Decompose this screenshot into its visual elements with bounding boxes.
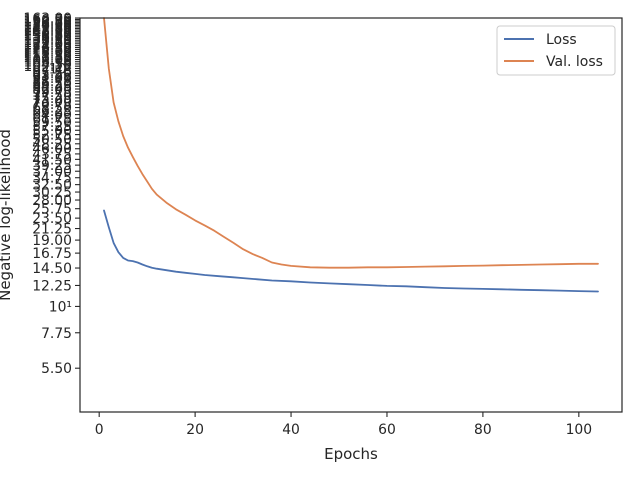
- y-tick-label: 57.25: [32, 119, 72, 135]
- y-tick-label: 25.75: [32, 202, 72, 218]
- y-tick-label: 37.00: [32, 164, 72, 180]
- y-tick-label: 64.00: [32, 108, 72, 124]
- y-tick-label: 14.50: [32, 261, 72, 277]
- y-tick-label: 43.75: [32, 147, 72, 163]
- y-tick-label: 75.25: [32, 91, 72, 107]
- y-tick-label: 32.50: [32, 178, 72, 194]
- y-tick-label: 118.00: [23, 44, 72, 60]
- y-tick-label: 10¹: [49, 299, 72, 315]
- y-tick-label: 84.25: [32, 79, 72, 95]
- y-tick-label: 48.25: [32, 137, 72, 153]
- y-tick-label: 77.50: [32, 88, 72, 104]
- plot-frame: [79, 17, 623, 413]
- series-line-loss: [103, 209, 599, 293]
- y-tick-label: 131.50: [23, 33, 72, 49]
- y-tick-label: 21.25: [32, 222, 72, 238]
- y-tick-label: 97.75: [32, 64, 72, 80]
- y-tick-label: 68.50: [32, 101, 72, 117]
- y-tick-label: 12.25: [32, 278, 72, 294]
- y-tick-label: 55.00: [32, 123, 72, 139]
- y-tick-label: 163.00: [23, 11, 72, 27]
- x-tick-label: 20: [186, 422, 204, 438]
- y-tick-label: 23.50: [32, 211, 72, 227]
- y-tick-label: 46.00: [32, 142, 72, 158]
- y-tick-label: 140.50: [23, 26, 72, 42]
- y-tick-label: 86.50: [32, 76, 72, 92]
- y-tick-label: 10²: [49, 61, 72, 77]
- x-tick-label: 40: [282, 422, 300, 438]
- y-axis-title: Negative log-likelihood: [0, 129, 14, 301]
- y-tick-label: 133.75: [23, 31, 72, 47]
- legend: Loss Val. loss: [496, 25, 616, 76]
- y-tick-label: 129.25: [23, 35, 72, 51]
- y-tick-label: 149.50: [23, 20, 72, 36]
- y-tick-label: 79.75: [32, 85, 72, 101]
- y-tick-label: 142.75: [23, 25, 72, 41]
- plot-lines: [103, 17, 599, 293]
- series-line-val-loss: [103, 17, 599, 269]
- x-tick-label: 60: [378, 422, 396, 438]
- x-axis-title: Epochs: [324, 445, 378, 463]
- y-tick-label: 160.75: [23, 12, 72, 28]
- y-tick-label: 7.75: [41, 326, 72, 342]
- y-tick-label: 154.00: [23, 17, 72, 33]
- y-tick-label: 102.25: [23, 59, 72, 75]
- y-tick-label: 19.00: [32, 233, 72, 249]
- y-tick-label: 16.75: [32, 246, 72, 262]
- y-tick-label: 147.25: [23, 22, 72, 38]
- y-tick-label: 120.25: [23, 42, 72, 58]
- y-tick-label: 138.25: [23, 28, 72, 44]
- y-tick-label: 28.00: [32, 193, 72, 209]
- y-tick-label: 41.50: [32, 152, 72, 168]
- y-tick-label: 145.00: [23, 23, 72, 39]
- y-tick-label: 82.00: [32, 82, 72, 98]
- y-tick-label: 50.50: [32, 132, 72, 148]
- y-tick-label: 30.25: [32, 185, 72, 201]
- y-tick-label: 113.50: [23, 48, 72, 64]
- y-tick-label: 156.25: [23, 15, 72, 31]
- y-tick-label: 70.75: [32, 97, 72, 113]
- y-tick-label: 104.50: [23, 57, 72, 73]
- y-tick-label: 95.50: [32, 66, 72, 82]
- y-tick-label: 59.50: [32, 115, 72, 131]
- y-tick-label: 61.75: [32, 111, 72, 127]
- y-tick-label: 127.00: [23, 37, 72, 53]
- y-tick-label: 111.25: [23, 50, 72, 66]
- y-tick-label: 66.25: [32, 104, 72, 120]
- x-tick-label: 100: [566, 422, 593, 438]
- y-tick-label: 5.50: [41, 361, 72, 377]
- legend-label-val-loss: Val. loss: [546, 54, 603, 70]
- y-tick-label: 88.75: [32, 74, 72, 90]
- y-tick-label: 73.00: [32, 94, 72, 110]
- y-tick-label: 39.25: [32, 158, 72, 174]
- x-axis-ticks: 0 20 40 60 80 100: [95, 412, 592, 438]
- x-tick-label: 0: [95, 422, 104, 438]
- y-tick-label: 122.50: [23, 41, 72, 57]
- y-tick-label: 52.75: [32, 128, 72, 144]
- y-tick-label: 136.00: [23, 30, 72, 46]
- x-tick-label: 80: [474, 422, 492, 438]
- y-tick-label: 124.75: [23, 39, 72, 55]
- y-tick-label: 109.00: [23, 53, 72, 69]
- y-tick-label: 158.50: [23, 14, 72, 30]
- y-tick-label: 106.75: [23, 55, 72, 71]
- y-tick-label: 91.00: [32, 71, 72, 87]
- legend-label-loss: Loss: [546, 32, 577, 48]
- y-tick-label: 151.75: [23, 18, 72, 34]
- y-axis-ticks: 5.50 7.75 10¹ 12.2514.5016.7519.0021.2523.5…: [23, 11, 80, 377]
- y-tick-label: 115.75: [23, 46, 72, 62]
- y-tick-label: 34.75: [32, 171, 72, 187]
- y-tick-label: 93.25: [32, 69, 72, 85]
